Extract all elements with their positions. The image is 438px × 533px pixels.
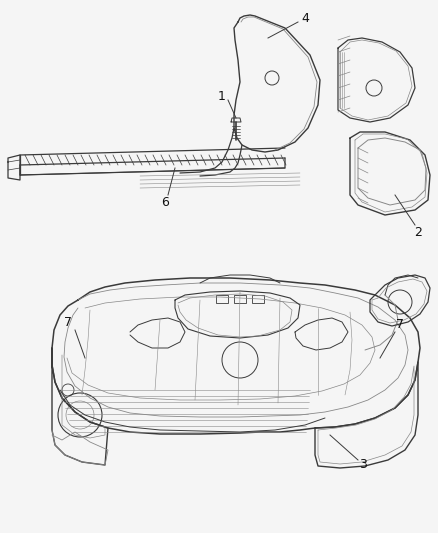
Bar <box>216 295 228 303</box>
Text: 4: 4 <box>301 12 309 25</box>
Bar <box>252 295 264 303</box>
Text: 7: 7 <box>64 316 72 328</box>
Text: 7: 7 <box>396 319 404 332</box>
Text: 1: 1 <box>218 90 226 102</box>
Text: 3: 3 <box>359 458 367 472</box>
Bar <box>234 295 246 303</box>
Text: 6: 6 <box>161 196 169 208</box>
Text: 2: 2 <box>414 225 422 238</box>
